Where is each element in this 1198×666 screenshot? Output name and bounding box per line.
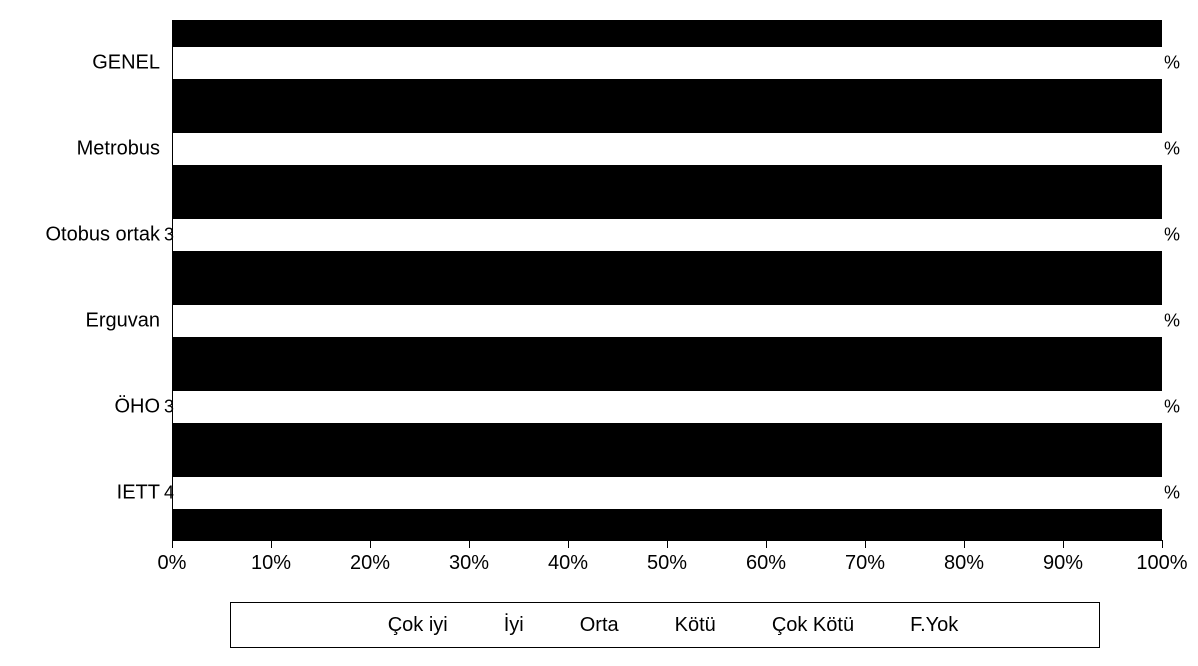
legend-swatch — [894, 615, 904, 635]
x-tick-70 — [865, 540, 866, 548]
bar-erguvan — [172, 305, 1162, 337]
legend-item-kotu: Kötü — [659, 614, 716, 637]
stacked-bar-chart: GENEL Metrobus Otobus ortak Erguvan ÖHO … — [0, 0, 1198, 666]
x-label-40: 40% — [548, 552, 588, 575]
x-tick-80 — [964, 540, 965, 548]
legend-label: Kötü — [675, 614, 716, 637]
x-tick-30 — [469, 540, 470, 548]
bar-iett — [172, 477, 1162, 509]
legend-label: Çok iyi — [388, 614, 448, 637]
x-tick-20 — [370, 540, 371, 548]
x-label-0: 0% — [158, 552, 187, 575]
bar-metrobus-end-value: % — [1164, 139, 1180, 160]
y-label-oho: ÖHO — [0, 396, 160, 419]
bar-genel — [172, 47, 1162, 79]
bar-oho-end-value: % — [1164, 397, 1180, 418]
legend-item-orta: Orta — [564, 614, 619, 637]
legend-item-cok-iyi: Çok iyi — [372, 614, 448, 637]
x-label-50: 50% — [647, 552, 687, 575]
x-tick-90 — [1063, 540, 1064, 548]
y-label-iett: IETT — [0, 482, 160, 505]
x-label-20: 20% — [350, 552, 390, 575]
x-label-90: 90% — [1043, 552, 1083, 575]
y-label-erguvan: Erguvan — [0, 310, 160, 333]
x-label-100: 100% — [1136, 552, 1187, 575]
x-tick-60 — [766, 540, 767, 548]
bar-iett-end-value: % — [1164, 483, 1180, 504]
x-label-60: 60% — [746, 552, 786, 575]
plot-area — [172, 20, 1162, 540]
legend-label: F.Yok — [910, 614, 958, 637]
x-tick-40 — [568, 540, 569, 548]
x-label-80: 80% — [944, 552, 984, 575]
legend-item-fyok: F.Yok — [894, 614, 958, 637]
legend-swatch — [659, 615, 669, 635]
legend-label: Orta — [580, 614, 619, 637]
x-label-70: 70% — [845, 552, 885, 575]
x-label-10: 10% — [251, 552, 291, 575]
legend-label: İyi — [504, 614, 524, 637]
x-tick-50 — [667, 540, 668, 548]
bar-otobus-end-value: % — [1164, 225, 1180, 246]
y-label-metrobus: Metrobus — [0, 138, 160, 161]
x-label-30: 30% — [449, 552, 489, 575]
x-tick-0 — [172, 540, 173, 548]
legend-item-iyi: İyi — [488, 614, 524, 637]
legend-swatch — [372, 615, 382, 635]
bar-otobus — [172, 219, 1162, 251]
legend-label: Çok Kötü — [772, 614, 854, 637]
bar-erguvan-end-value: % — [1164, 311, 1180, 332]
bar-oho — [172, 391, 1162, 423]
x-tick-10 — [271, 540, 272, 548]
bar-metrobus — [172, 133, 1162, 165]
x-tick-100 — [1162, 540, 1163, 548]
y-label-otobus: Otobus ortak — [0, 224, 160, 247]
y-axis-line — [172, 20, 173, 540]
legend-swatch — [564, 615, 574, 635]
bar-genel-end-value: % — [1164, 53, 1180, 74]
legend-item-cok-kotu: Çok Kötü — [756, 614, 854, 637]
y-label-genel: GENEL — [0, 52, 160, 75]
legend-swatch — [756, 615, 766, 635]
legend-swatch — [488, 615, 498, 635]
legend: Çok iyi İyi Orta Kötü Çok Kötü F.Yok — [230, 602, 1100, 648]
